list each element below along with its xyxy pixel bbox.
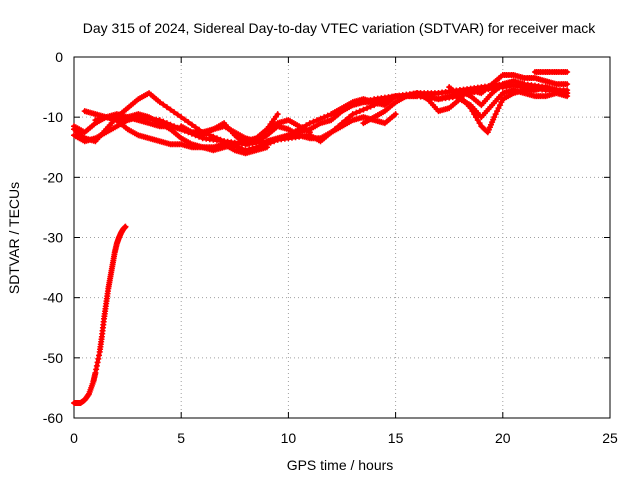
x-tick-label: 10 <box>281 430 297 446</box>
data-point <box>263 144 270 151</box>
data-point <box>564 90 571 97</box>
data-point <box>303 122 310 129</box>
chart-title: Day 315 of 2024, Sidereal Day-to-day VTE… <box>83 20 596 36</box>
data-point <box>492 111 499 118</box>
x-tick-label: 25 <box>602 430 618 446</box>
data-series-arc-j <box>446 84 571 136</box>
data-point <box>192 124 199 131</box>
data-point <box>181 116 188 123</box>
y-tick-label: 0 <box>55 49 63 65</box>
data-point <box>474 117 481 124</box>
data-point <box>473 114 479 121</box>
data-point <box>364 105 371 112</box>
y-tick-label: -10 <box>43 109 63 125</box>
data-point <box>156 99 163 106</box>
data-point <box>160 101 167 108</box>
y-tick-label: -20 <box>43 169 63 185</box>
data-series-arc-i <box>414 87 571 121</box>
data-point <box>213 135 220 142</box>
y-tick-label: -30 <box>43 230 63 246</box>
axis-ticks: 0 5 10 15 20 25 0 -10 -20 -30 -40 -50 -60 <box>43 49 618 446</box>
data-point <box>178 114 185 121</box>
data-point <box>392 111 399 118</box>
data-series-arc-l <box>531 69 571 76</box>
data-point <box>564 81 571 88</box>
data-point <box>360 106 367 113</box>
data-point <box>349 111 356 118</box>
y-tick-label: -50 <box>43 350 63 366</box>
y-tick-label: -40 <box>43 290 63 306</box>
data-point <box>185 119 192 126</box>
data-point <box>353 109 360 116</box>
data-point <box>494 108 501 115</box>
data-point <box>476 120 483 127</box>
x-tick-label: 20 <box>495 430 511 446</box>
data-point <box>495 105 502 112</box>
data-point <box>564 69 571 76</box>
data-point <box>521 81 528 88</box>
data-point <box>122 223 129 230</box>
data-point <box>306 120 313 127</box>
data-marks <box>71 69 571 406</box>
x-tick-label: 15 <box>388 430 404 446</box>
data-point <box>498 99 505 106</box>
y-axis-label: SDTVAR / TECUs <box>6 182 22 294</box>
data-point <box>496 102 503 109</box>
data-point <box>167 106 174 113</box>
data-point <box>274 111 281 118</box>
data-point <box>171 109 178 116</box>
data-point <box>174 111 181 118</box>
x-axis-label: GPS time / hours <box>287 457 394 473</box>
data-point <box>324 112 331 119</box>
data-series-arc-k <box>360 78 528 127</box>
data-point <box>163 104 170 111</box>
data-point <box>188 121 195 128</box>
data-series-arc-f <box>178 111 399 145</box>
data-point <box>491 114 498 121</box>
data-point <box>210 133 217 140</box>
data-point <box>346 114 353 121</box>
data-point <box>313 117 320 124</box>
data-point <box>471 111 478 118</box>
data-point <box>469 108 476 115</box>
data-point <box>321 114 328 121</box>
data-point <box>467 105 474 112</box>
data-point <box>356 108 363 115</box>
data-point <box>217 136 224 143</box>
x-tick-label: 5 <box>177 430 185 446</box>
y-tick-label: -60 <box>43 410 63 426</box>
data-series-arc-steep <box>71 223 129 406</box>
data-point <box>310 118 317 125</box>
x-tick-label: 0 <box>70 430 78 446</box>
